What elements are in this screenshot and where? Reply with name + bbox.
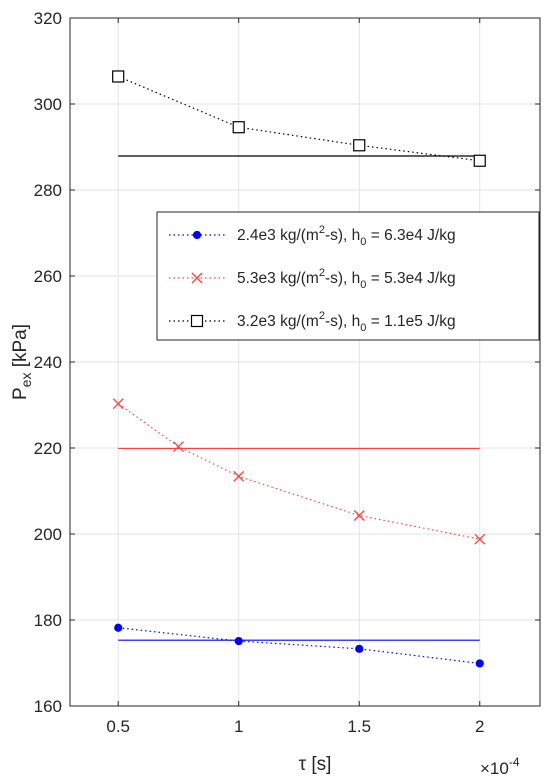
y-tick-label: 280 [34, 181, 62, 200]
y-tick-label: 240 [34, 353, 62, 372]
marker-x-stroke [353, 510, 365, 521]
legend-label-part: 2 [319, 267, 325, 279]
legend-box [156, 211, 540, 341]
marker-x-stroke [112, 398, 124, 410]
legend-label: 5.3e3 kg/(m2-s), h0 = 5.3e4 J/kg [237, 267, 456, 291]
marker-dot [192, 230, 202, 240]
legend-item-2: 3.2e3 kg/(m2-s), h0 = 1.1e5 J/kg [169, 310, 456, 334]
marker-x-stroke [191, 272, 203, 284]
marker-dot [114, 623, 123, 632]
x-axis-exponent-power: -4 [509, 755, 520, 769]
marker-square [473, 154, 486, 167]
grid [70, 17, 540, 707]
marker-x-stroke [233, 470, 245, 482]
legend-item-1: 5.3e3 kg/(m2-s), h0 = 5.3e4 J/kg [169, 267, 456, 291]
series-1 [112, 398, 486, 545]
legend-label-part: 2 [319, 224, 325, 236]
x-tick-label: 2 [475, 717, 484, 736]
legend-label-part: 0 [360, 279, 366, 291]
x-axis-exponent: ×10-4 [480, 755, 520, 778]
legend-label-part: -s), h [325, 313, 360, 330]
y-tick-label: 220 [34, 439, 62, 458]
legend-label-part: 0 [360, 236, 366, 248]
series-0 [114, 623, 484, 668]
y-tick-label: 300 [34, 95, 62, 114]
legend-label-part: 2.4e3 kg/(m [237, 227, 319, 244]
marker-dot [355, 644, 364, 653]
marker-square [112, 70, 125, 83]
legend-label-part: = 1.1e5 J/kg [366, 313, 455, 330]
x-axis-title: τ [s] [299, 754, 332, 775]
legend-label-part: 3.2e3 kg/(m [237, 313, 319, 330]
legend: 2.4e3 kg/(m2-s), h0 = 6.3e4 J/kg5.3e3 kg… [156, 211, 540, 341]
marker-x [173, 441, 184, 453]
y-tick-label: 200 [34, 525, 62, 544]
marker-x [233, 470, 245, 482]
y-tick-label: 260 [34, 267, 62, 286]
marker-square [232, 121, 245, 134]
y-tick-label: 180 [34, 611, 62, 630]
series-line-1 [117, 403, 480, 540]
legend-label: 3.2e3 kg/(m2-s), h0 = 1.1e5 J/kg [237, 310, 456, 334]
legend-label-part: -s), h [325, 227, 360, 244]
marker-dot [475, 659, 484, 668]
marker-dot [234, 636, 243, 646]
legend-label-part: 5.3e3 kg/(m [237, 270, 319, 287]
y-tick-label: 320 [34, 9, 62, 28]
y-axis-title: Pex [kPa] [10, 324, 34, 400]
series-line-0 [118, 627, 480, 665]
legend-item-0: 2.4e3 kg/(m2-s), h0 = 6.3e4 J/kg [169, 224, 456, 248]
legend-label: 2.4e3 kg/(m2-s), h0 = 6.3e4 J/kg [237, 224, 456, 248]
x-tick-label: 1.5 [347, 717, 371, 736]
marker-x-stroke [474, 533, 486, 545]
x-axis-exponent-base: ×10 [480, 759, 509, 778]
legend-label-part: = 5.3e4 J/kg [366, 270, 455, 287]
series-line-2 [117, 75, 480, 162]
marker-square [353, 139, 366, 152]
marker-x [112, 398, 124, 410]
marker-x [353, 510, 365, 521]
marker-square [190, 314, 204, 328]
y-axis-title-main: P [10, 387, 31, 400]
y-axis-title-unit: [kPa] [10, 324, 31, 373]
y-tick-label: 160 [34, 697, 62, 716]
marker-x [191, 272, 203, 284]
legend-label-part: 0 [360, 322, 366, 334]
x-tick-label: 1 [234, 717, 243, 736]
y-axis-title-subscript: ex [18, 373, 34, 388]
series-group [112, 70, 486, 668]
legend-label-part: = 6.3e4 J/kg [366, 227, 455, 244]
marker-x-stroke [173, 441, 184, 453]
x-tick-label: 0.5 [106, 717, 130, 736]
legend-label-part: -s), h [325, 270, 360, 287]
series-2 [112, 70, 486, 167]
reference-lines [118, 155, 480, 641]
marker-x [474, 533, 486, 545]
legend-label-part: 2 [319, 310, 325, 322]
